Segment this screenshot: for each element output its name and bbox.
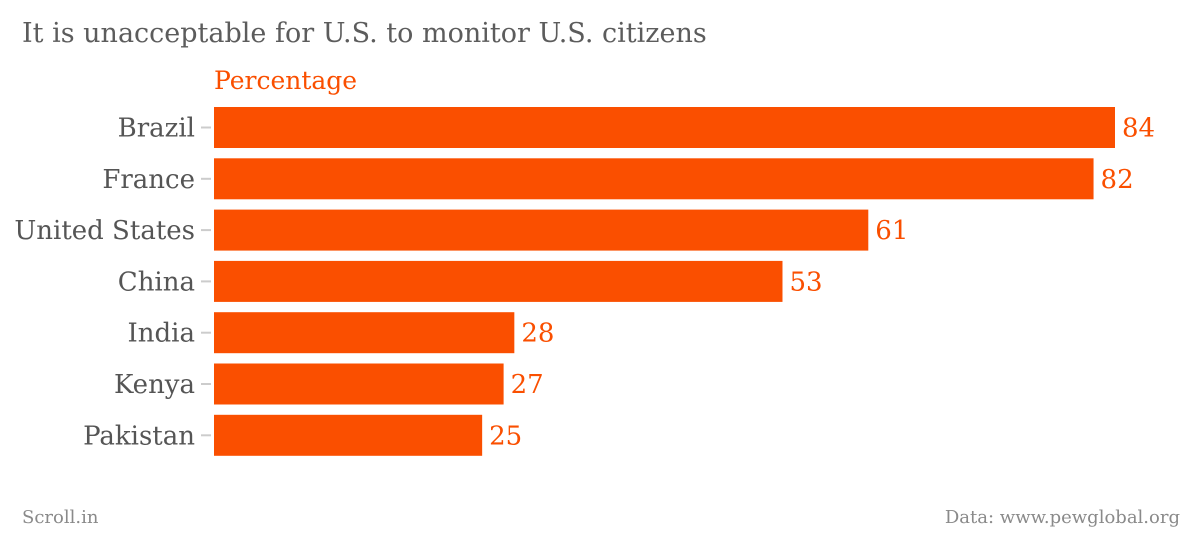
category-label: Kenya [114, 370, 195, 400]
bar [214, 260, 783, 302]
bar [214, 414, 483, 456]
value-label: 61 [875, 216, 908, 246]
bar [214, 363, 504, 405]
bar [214, 107, 1115, 148]
category-label: Brazil [118, 114, 195, 144]
value-label: 53 [789, 267, 822, 297]
value-label: 27 [511, 370, 544, 400]
value-label: 25 [489, 421, 522, 451]
category-label: United States [14, 216, 195, 246]
value-label: 84 [1122, 114, 1155, 144]
value-label: 28 [521, 319, 554, 349]
category-label: France [102, 165, 195, 195]
category-label: Pakistan [83, 421, 195, 451]
value-label: 82 [1101, 165, 1134, 195]
chart-title: It is unacceptable for U.S. to monitor U… [22, 18, 707, 49]
bar [214, 209, 869, 251]
footer-credit: Data: www.pewglobal.org [944, 507, 1180, 528]
series-label: Percentage [214, 66, 358, 95]
category-label: China [118, 267, 195, 297]
bar [214, 158, 1094, 200]
category-label: India [128, 319, 195, 349]
bar [214, 312, 515, 354]
footer-source: Scroll.in [22, 507, 99, 528]
